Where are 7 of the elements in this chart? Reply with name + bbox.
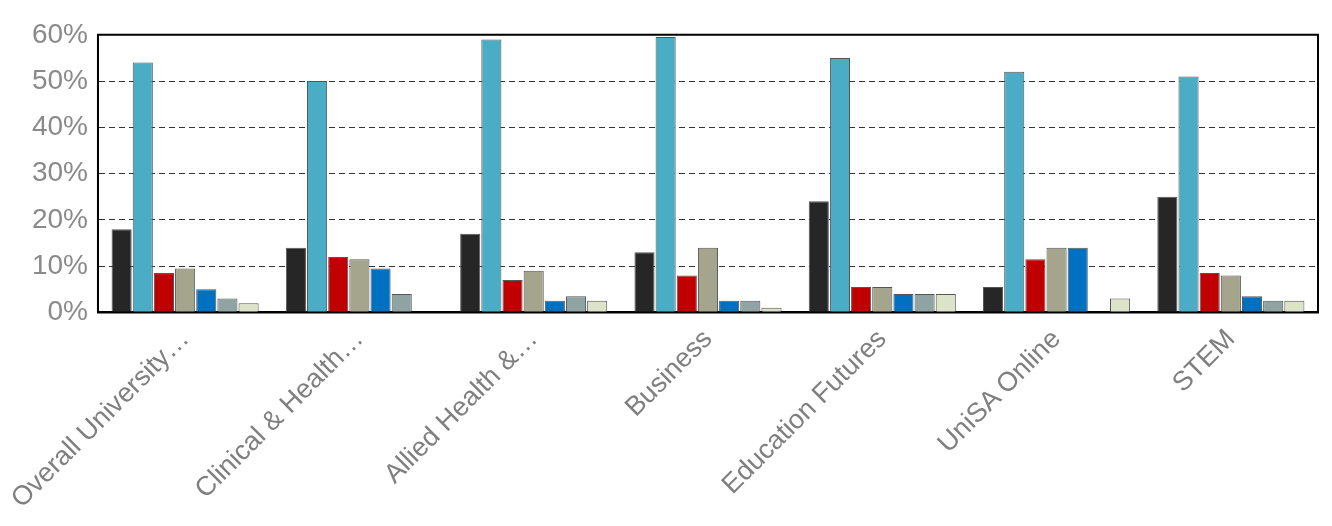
y-tick-label: 60% <box>31 17 88 49</box>
y-tick-label: 10% <box>31 248 88 280</box>
y-tick-label: 30% <box>31 156 88 188</box>
y-tick-label: 40% <box>31 110 88 142</box>
y-tick-label: 50% <box>31 63 88 95</box>
y-tick-label: 0% <box>47 295 88 327</box>
y-tick-label: 20% <box>31 202 88 234</box>
